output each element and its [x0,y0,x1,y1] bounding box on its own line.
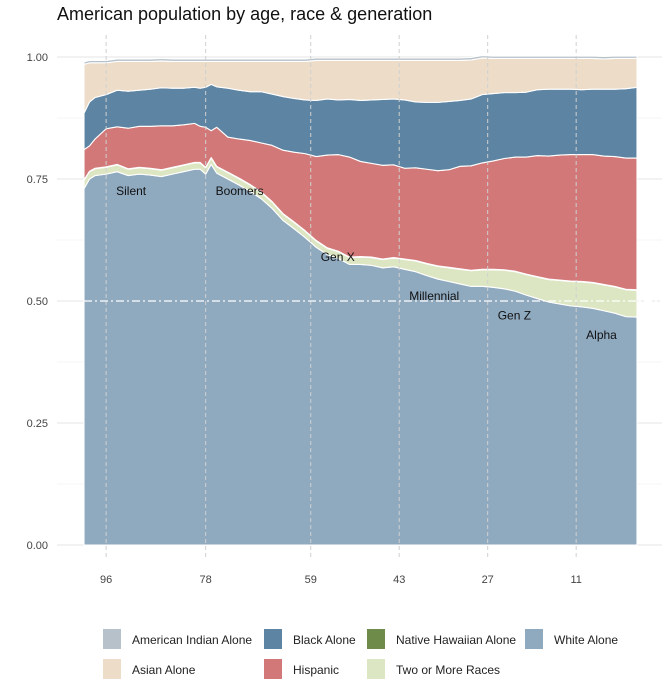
area-american-indian-alone [83,54,638,65]
legend-swatch [367,629,385,649]
generation-labels: Silent Boomers Gen X Millennial Gen Z Alpha [116,184,617,342]
x-tick-label: 27 [482,574,494,586]
generation-label: Gen X [321,250,355,264]
x-tick-label: 43 [393,574,405,586]
legend-label: White Alone [554,633,618,647]
legend-swatch [103,629,121,649]
legend-swatch [264,629,282,649]
legend-label: Hispanic [293,663,339,677]
legend-label: Native Hawaiian Alone [396,633,516,647]
area-series [83,54,638,546]
overlays [84,35,662,560]
legend-swatch [264,659,282,679]
legend-swatch [525,629,543,649]
generation-label: Boomers [216,184,264,198]
legend-swatch [367,659,385,679]
y-axis: 0.00 0.25 0.50 0.75 1.00 [27,52,48,552]
legend-label: Two or More Races [396,663,500,677]
chart-title: American population by age, race & gener… [57,4,432,24]
x-tick-label: 11 [570,574,581,586]
x-tick-label: 96 [100,574,112,586]
x-tick-label: 59 [305,574,317,586]
legend-label: American Indian Alone [132,633,252,647]
generation-label: Gen Z [498,309,531,323]
y-tick-label: 0.00 [27,540,48,552]
x-tick-label: 78 [200,574,212,586]
generation-label: Millennial [409,289,459,303]
generation-label: Alpha [586,328,617,342]
y-tick-label: 0.75 [27,174,48,186]
generation-label: Silent [116,184,147,198]
legend-label: Black Alone [293,633,356,647]
legend-label: Asian Alone [132,663,196,677]
y-tick-label: 1.00 [27,52,48,64]
legend: American Indian Alone Black Alone Native H… [103,629,618,679]
y-tick-label: 0.50 [27,296,48,308]
y-tick-label: 0.25 [27,418,48,430]
x-axis: 96 78 59 43 27 11 [100,574,582,586]
legend-swatch [103,659,121,679]
